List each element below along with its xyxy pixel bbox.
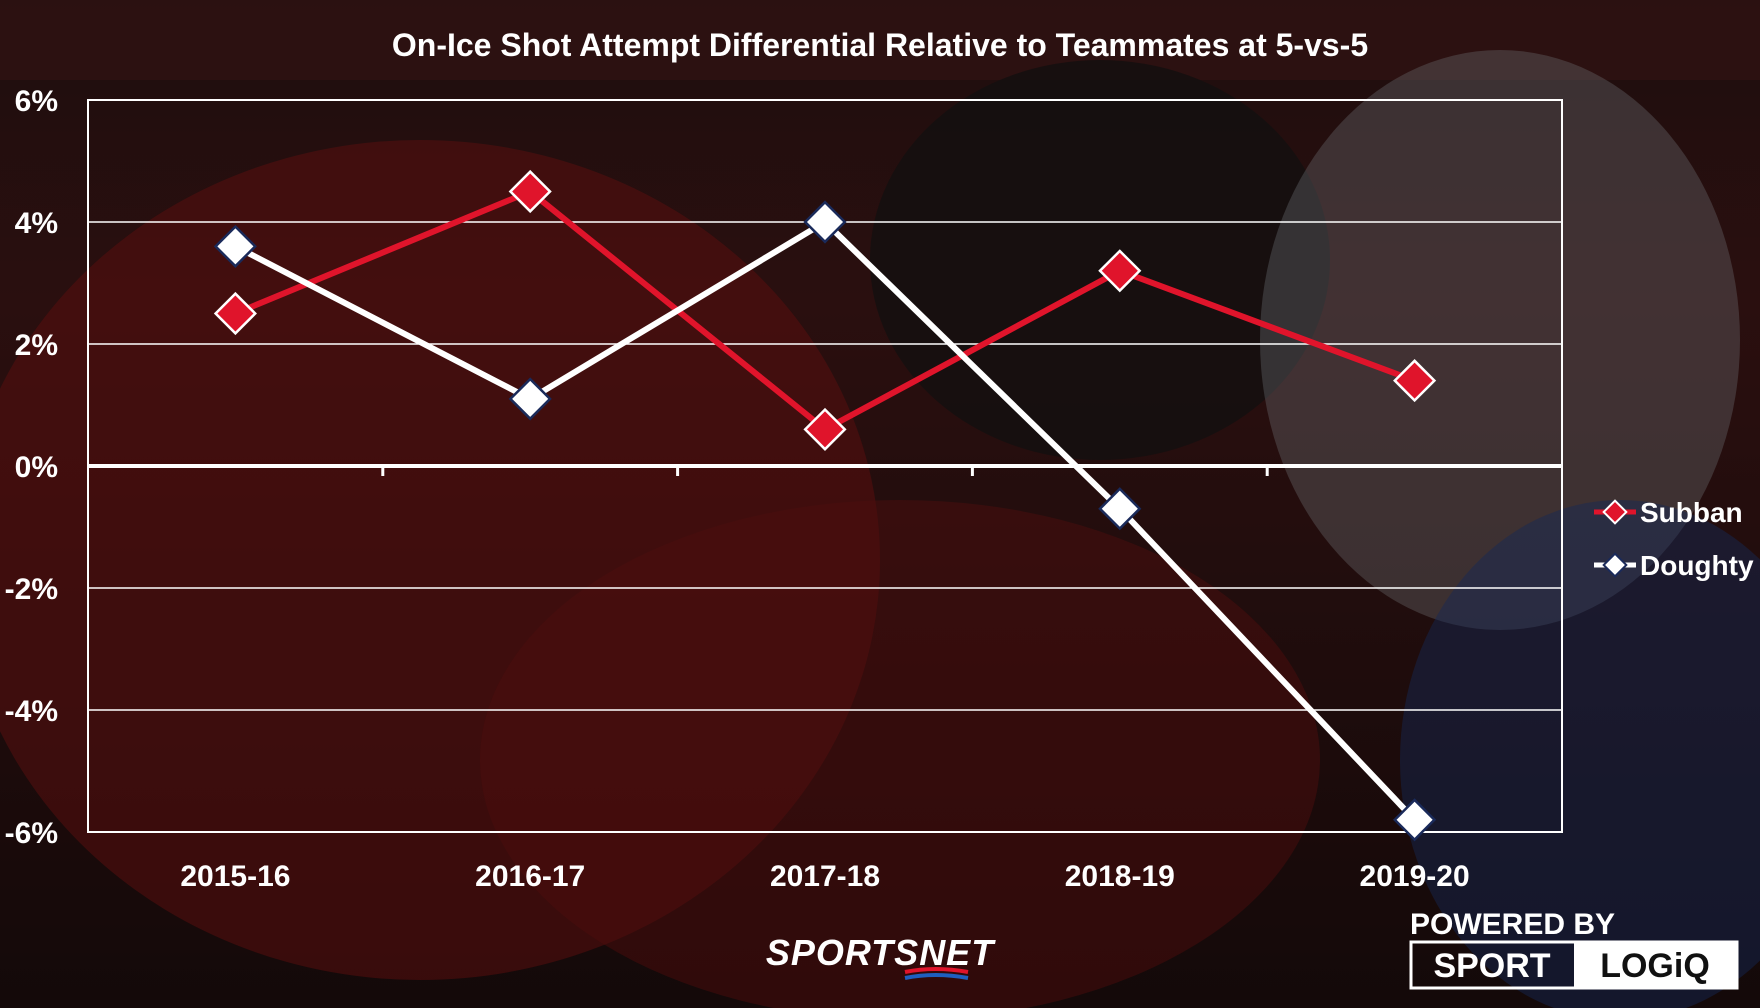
y-tick-label: 2%	[15, 329, 58, 362]
y-axis-ticks: 6% 4% 2% 0% -2% -4% -6%	[5, 85, 58, 850]
powered-by-text: POWERED BY	[1410, 908, 1615, 941]
y-tick-label: -6%	[5, 817, 58, 850]
partner-logo-right: LOGiQ	[1600, 947, 1710, 985]
sportsnet-swoosh-red	[904, 967, 969, 974]
x-tick-label: 2016-17	[475, 860, 585, 893]
legend: Subban Doughty	[1594, 497, 1754, 581]
legend-item-subban: Subban	[1594, 497, 1743, 528]
legend-label-doughty: Doughty	[1640, 550, 1754, 581]
gridlines	[87, 99, 1563, 833]
y-tick-label: 4%	[15, 207, 58, 240]
x-tick-label: 2017-18	[770, 860, 880, 893]
data-point-doughty	[1098, 487, 1142, 531]
partner-logo-left: SPORT	[1433, 947, 1550, 985]
data-point-doughty	[508, 377, 552, 421]
data-point-doughty	[1393, 798, 1437, 842]
y-tick-label: -2%	[5, 573, 58, 606]
legend-item-doughty: Doughty	[1594, 550, 1754, 581]
data-point-doughty	[213, 224, 257, 268]
chart-title: On-Ice Shot Attempt Differential Relativ…	[392, 27, 1368, 63]
x-tick-label: 2015-16	[180, 860, 290, 893]
data-point-subban	[508, 169, 552, 214]
data-point-subban	[1098, 249, 1142, 293]
partner-logo-right-fill	[1574, 942, 1737, 988]
sportsnet-wordmark: SPORTSNET	[766, 932, 996, 973]
data-point-doughty	[803, 200, 847, 244]
data-point-subban	[1393, 359, 1437, 403]
x-tick-label: 2018-19	[1065, 860, 1175, 893]
sportsnet-swoosh-blue	[904, 973, 969, 980]
data-point-subban	[803, 407, 847, 451]
sportsnet-logo: SPORTSNET	[766, 932, 996, 980]
powered-by-badge: POWERED BY SPORT LOGiQ	[1409, 908, 1739, 990]
y-tick-label: -4%	[5, 695, 58, 728]
x-axis-ticks: 2015-16 2016-17 2017-18 2018-19 2019-20	[180, 860, 1469, 893]
data-point-subban	[213, 291, 257, 336]
series-layer	[213, 169, 1437, 842]
legend-label-subban: Subban	[1640, 497, 1743, 528]
x-tick-label: 2019-20	[1360, 860, 1470, 893]
y-tick-label: 0%	[15, 451, 58, 484]
y-tick-label: 6%	[15, 85, 58, 118]
